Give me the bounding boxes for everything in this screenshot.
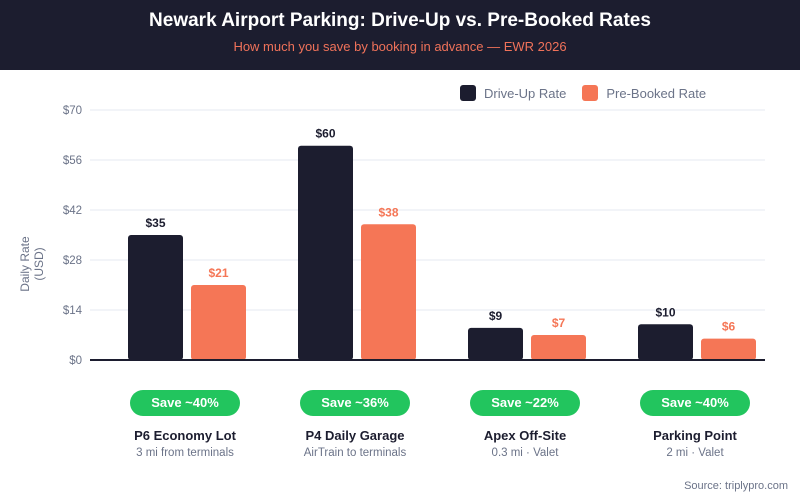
category-name: Apex Off-Site xyxy=(483,428,567,443)
data-label-drive-up: $60 xyxy=(315,127,335,141)
legend: Drive-Up Rate Pre-Booked Rate xyxy=(460,85,722,101)
category-name: P4 Daily Garage xyxy=(305,428,405,443)
legend-item-drive-up: Drive-Up Rate xyxy=(460,85,566,101)
savings-badge: Save ~22% xyxy=(470,390,580,416)
category-name: Parking Point xyxy=(653,428,737,443)
savings-badge: Save ~40% xyxy=(130,390,240,416)
chart-subtitle: How much you save by booking in advance … xyxy=(233,39,567,54)
chart-title: Newark Airport Parking: Drive-Up vs. Pre… xyxy=(149,10,651,31)
bar-drive-up xyxy=(638,324,693,360)
source-note: Source: triplypro.com xyxy=(684,480,788,492)
y-tick-label: $70 xyxy=(63,105,82,117)
savings-badge: Save ~36% xyxy=(300,390,410,416)
y-tick-label: $0 xyxy=(69,355,82,367)
bar-pre-booked xyxy=(191,285,246,360)
data-label-drive-up: $10 xyxy=(655,305,675,319)
data-label-drive-up: $35 xyxy=(145,216,165,230)
data-label-pre-booked: $6 xyxy=(722,320,736,334)
y-tick-label: $56 xyxy=(63,155,82,167)
bar-drive-up xyxy=(128,235,183,360)
category-name: P6 Economy Lot xyxy=(134,428,236,443)
legend-label-pre-booked: Pre-Booked Rate xyxy=(606,85,707,101)
data-label-pre-booked: $21 xyxy=(208,266,228,280)
category-subtitle: 3 mi from terminals xyxy=(136,447,234,459)
chart-header: Newark Airport Parking: Drive-Up vs. Pre… xyxy=(0,0,800,70)
legend-swatch-drive-up xyxy=(460,85,476,101)
bar-pre-booked xyxy=(531,335,586,360)
legend-swatch-pre-booked xyxy=(582,85,599,101)
category-subtitle: 2 mi · Valet xyxy=(666,447,724,459)
savings-badge: Save ~40% xyxy=(640,390,750,416)
bar-drive-up xyxy=(298,145,353,360)
category-subtitle: 0.3 mi · Valet xyxy=(491,447,559,459)
data-label-drive-up: $9 xyxy=(489,309,503,323)
y-tick-label: $42 xyxy=(63,205,82,217)
y-tick-label: $14 xyxy=(63,305,83,317)
data-label-pre-booked: $7 xyxy=(552,316,566,330)
bar-pre-booked xyxy=(361,224,416,360)
legend-label-drive-up: Drive-Up Rate xyxy=(484,85,567,101)
bar-drive-up xyxy=(468,327,523,360)
y-tick-label: $28 xyxy=(63,255,82,267)
data-label-pre-booked: $38 xyxy=(378,205,398,219)
category-subtitle: AirTrain to terminals xyxy=(303,447,407,459)
bar-pre-booked xyxy=(701,338,756,360)
legend-item-pre-booked: Pre-Booked Rate xyxy=(582,85,706,101)
